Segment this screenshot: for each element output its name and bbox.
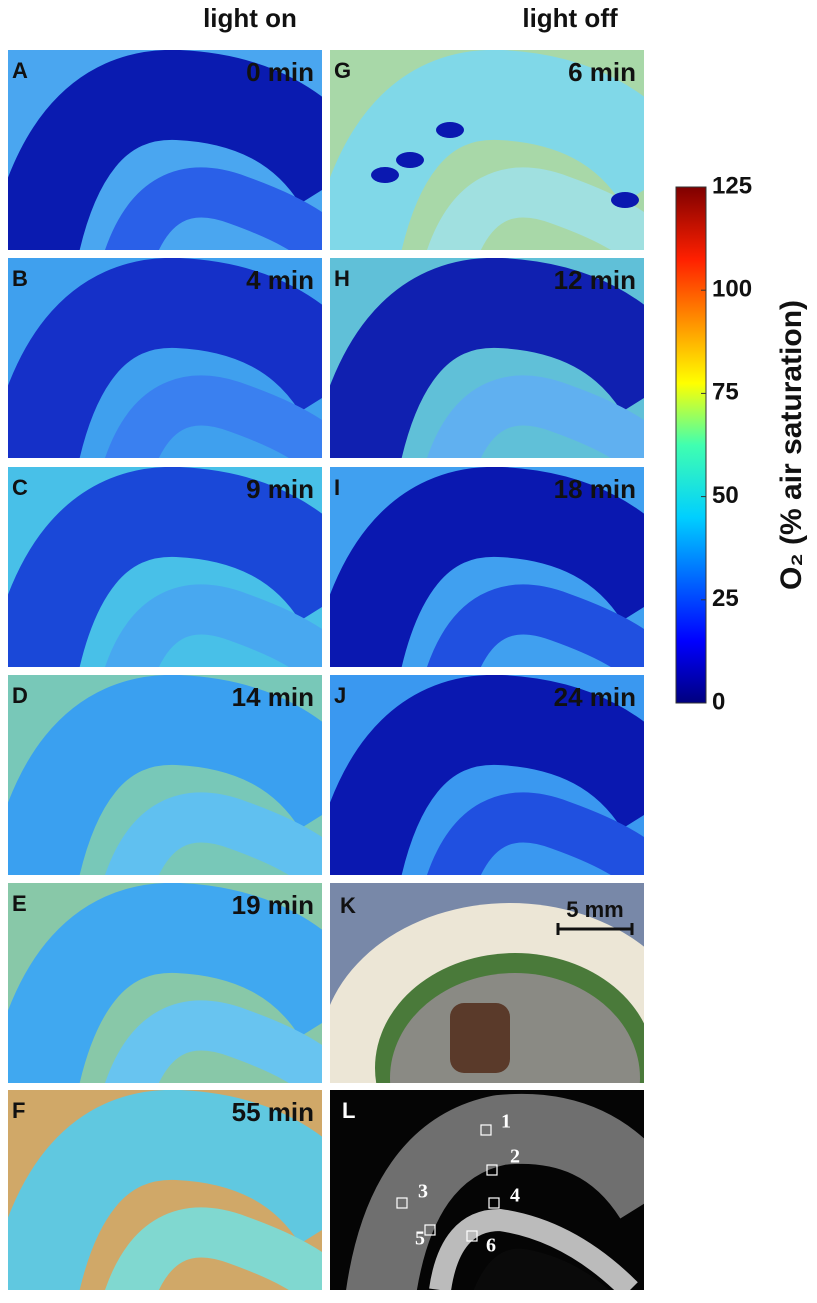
- tissue-arch: [8, 883, 322, 1083]
- tissue-inner: [427, 167, 644, 250]
- tissue-dark: [450, 1003, 510, 1073]
- panel-letter: F: [12, 1098, 25, 1123]
- roi-label: 5: [415, 1228, 425, 1250]
- colorbar-tick-label: 125: [712, 172, 752, 199]
- time-label: 0 min: [246, 57, 314, 87]
- time-label: 4 min: [246, 265, 314, 295]
- roi-box: [424, 1224, 436, 1236]
- roi-box: [396, 1197, 408, 1209]
- colorbar-tick-label: 75: [712, 379, 739, 406]
- panel: A 0 min: [8, 50, 322, 250]
- scale-label: 5 mm: [566, 897, 623, 922]
- tissue-inner: [105, 375, 322, 458]
- panel-letter: D: [12, 683, 28, 708]
- panel-letter: H: [334, 266, 350, 291]
- tissue-arch: [8, 675, 322, 875]
- colorbar-tick-label: 100: [712, 276, 752, 303]
- colorbar-tick-label: 0: [712, 688, 725, 715]
- panel: B 4 min: [8, 258, 322, 458]
- tissue-inner: [427, 584, 644, 667]
- glow-inner: [429, 1208, 638, 1290]
- time-label: 19 min: [232, 890, 314, 920]
- time-label: 55 min: [232, 1097, 314, 1127]
- panel: L 1 2 3 4 5 6: [330, 1090, 644, 1290]
- tissue-arch: [8, 258, 322, 458]
- roi-box: [488, 1197, 500, 1209]
- tissue-arch: [330, 675, 644, 875]
- column-header: light on: [203, 3, 297, 33]
- dark-core: [473, 1248, 610, 1290]
- time-label: 24 min: [554, 682, 636, 712]
- panel: K 5 mm: [330, 883, 644, 1083]
- panel-letter: G: [334, 58, 351, 83]
- tissue-inner: [105, 1207, 322, 1290]
- time-label: 14 min: [232, 682, 314, 712]
- time-label: 9 min: [246, 474, 314, 504]
- panel: I 18 min: [330, 467, 644, 667]
- panel-letter: B: [12, 266, 28, 291]
- tissue-arch: [330, 50, 644, 250]
- panel-letter: K: [340, 893, 356, 918]
- panel: H 12 min: [330, 258, 644, 458]
- panel-letter: J: [334, 683, 346, 708]
- panel: C 9 min: [8, 467, 322, 667]
- tissue-inner: [427, 375, 644, 458]
- colorbar-tick-label: 50: [712, 482, 739, 509]
- roi-label: 2: [510, 1146, 520, 1168]
- panel: E 19 min: [8, 883, 322, 1083]
- roi-box: [486, 1164, 498, 1176]
- panel: J 24 min: [330, 675, 644, 875]
- tissue-inner: [105, 167, 322, 250]
- panel-letter: E: [12, 891, 27, 916]
- time-label: 18 min: [554, 474, 636, 504]
- tissue-inner: [105, 584, 322, 667]
- panel: G 6 min: [330, 50, 644, 250]
- roi-label: 1: [501, 1111, 511, 1133]
- dark-spot: [436, 122, 464, 138]
- tissue-arch: [330, 258, 644, 458]
- tissue-arch: [8, 1090, 322, 1290]
- panel-letter: A: [12, 58, 28, 83]
- colorbar-tick-label: 25: [712, 585, 739, 612]
- roi-label: 3: [418, 1181, 428, 1203]
- roi-box: [480, 1124, 492, 1136]
- tissue-arch: [8, 467, 322, 667]
- tissue-arch: [8, 50, 322, 250]
- colorbar-label: O₂ (% air saturation): [775, 300, 808, 590]
- roi-box: [466, 1230, 478, 1242]
- panel-letter: L: [342, 1098, 355, 1123]
- column-header: light off: [522, 3, 618, 33]
- roi-label: 6: [486, 1235, 496, 1257]
- roi-label: 4: [510, 1185, 520, 1207]
- tissue-inner: [105, 1000, 322, 1083]
- dark-spot: [371, 167, 399, 183]
- tissue-inner: [427, 792, 644, 875]
- dark-spot: [396, 152, 424, 168]
- panel: F 55 min: [8, 1090, 322, 1290]
- colorbar: [675, 186, 707, 704]
- panel: D 14 min: [8, 675, 322, 875]
- tissue-arch: [330, 467, 644, 667]
- time-label: 6 min: [568, 57, 636, 87]
- dark-spot: [611, 192, 639, 208]
- time-label: 12 min: [554, 265, 636, 295]
- panel-letter: I: [334, 475, 340, 500]
- tissue-inner: [105, 792, 322, 875]
- glow-arch: [346, 1093, 644, 1290]
- panel-letter: C: [12, 475, 28, 500]
